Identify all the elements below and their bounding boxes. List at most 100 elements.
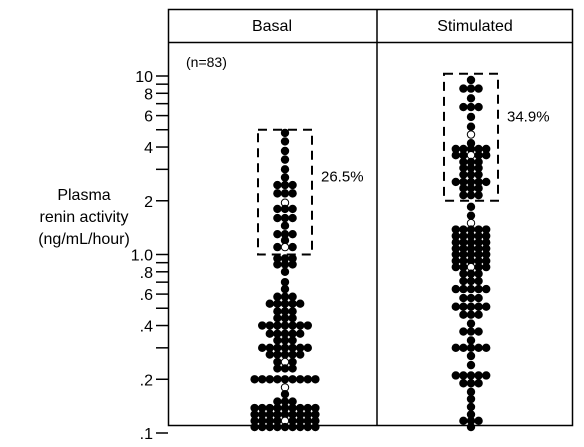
dot-1-31-0 <box>459 310 468 319</box>
dot-0-24-1 <box>265 321 274 330</box>
dot-1-27-2 <box>474 276 483 286</box>
data-dots <box>250 75 491 432</box>
dot-0-5-0 <box>280 173 290 182</box>
dot-0-38-8 <box>311 422 320 432</box>
dot-1-3-2 <box>474 102 483 112</box>
dot-0-21-1 <box>273 299 282 308</box>
dot-1-12-0 <box>459 170 468 179</box>
dot-0-38-3 <box>273 422 282 432</box>
dot-0-31-7 <box>303 375 312 384</box>
dot-1-16-0 <box>466 202 476 212</box>
dot-0-31-4 <box>280 375 290 384</box>
dot-0-24-6 <box>303 321 312 330</box>
dot-0-4-0 <box>280 165 290 174</box>
dot-1-27-0 <box>459 276 468 286</box>
dot-0-31-1 <box>258 375 267 384</box>
dot-0-24-0 <box>258 321 267 330</box>
y-tick-label-10: .1 <box>140 426 153 443</box>
dot-0-6-2 <box>288 180 297 190</box>
percentage-boxes: 26.5% 34.9% <box>257 72 550 256</box>
dot-1-35-0 <box>451 343 460 353</box>
dot-1-31-2 <box>474 310 483 319</box>
y-tick-label-3: 4 <box>144 140 153 157</box>
dot-1-25-0 <box>451 262 460 272</box>
dot-1-42-0 <box>466 402 476 412</box>
dot-1-36-0 <box>466 351 476 361</box>
dot-0-18-0 <box>280 277 290 287</box>
dot-1-12-2 <box>474 170 483 179</box>
dot-0-30-2 <box>288 364 297 373</box>
panel-title-basal: Basal <box>252 18 292 35</box>
dot-1-35-2 <box>466 343 476 353</box>
dot-0-24-4 <box>288 321 297 330</box>
dot-0-27-6 <box>303 343 312 353</box>
dot-0-16-0 <box>273 260 282 269</box>
y-tick-label-6: .8 <box>140 265 153 282</box>
dot-1-38-4 <box>482 371 491 380</box>
dot-1-44-0 <box>459 416 468 426</box>
dot-0-23-2 <box>288 313 297 323</box>
y-tick-label-8: .4 <box>140 319 153 336</box>
dot-0-20-2 <box>288 292 297 301</box>
dot-1-38-2 <box>466 371 476 380</box>
dot-0-26-1 <box>280 336 290 345</box>
dot-1-9-0 <box>451 151 460 160</box>
dot-1-33-1 <box>466 327 476 336</box>
dot-1-41-0 <box>466 394 476 404</box>
y-tick-label-4: 2 <box>144 194 153 211</box>
dot-1-15-2 <box>474 190 483 200</box>
dot-1-15-1 <box>466 190 476 200</box>
y-axis-title-line2: renin activity <box>40 209 129 226</box>
dot-0-28-4 <box>296 350 305 359</box>
dot-0-31-2 <box>265 375 274 384</box>
dot-1-28-4 <box>482 284 491 294</box>
dot-1-13-0 <box>451 177 460 187</box>
dot-0-16-2 <box>288 260 297 269</box>
dot-0-27-0 <box>258 343 267 353</box>
dot-0-6-1 <box>280 180 290 190</box>
dot-0-38-6 <box>296 422 305 432</box>
dot-0-19-0 <box>280 284 290 294</box>
dot-0-38-2 <box>265 422 274 432</box>
dot-0-38-1 <box>258 422 267 432</box>
dot-0-28-0 <box>265 350 274 359</box>
dot-1-34-0 <box>466 336 476 345</box>
dot-1-14-2 <box>474 184 483 193</box>
dot-0-28-2 <box>280 350 290 359</box>
dot-1-4-0 <box>466 112 476 122</box>
dot-0-38-0 <box>250 422 259 432</box>
dot-1-38-0 <box>451 371 460 380</box>
dot-1-33-2 <box>474 327 483 336</box>
dot-0-31-5 <box>288 375 297 384</box>
dot-0-26-0 <box>273 336 282 345</box>
dot-1-12-1 <box>466 170 476 179</box>
dot-1-28-2 <box>466 284 476 294</box>
sample-size-label: (n=83) <box>186 54 227 70</box>
dot-0-24-3 <box>280 321 290 330</box>
dot-0-38-7 <box>303 422 312 432</box>
dot-0-21-2 <box>280 299 290 308</box>
dot-1-40-0 <box>466 387 476 397</box>
dot-0-21-4 <box>296 299 305 308</box>
dot-1-30-4 <box>482 302 491 311</box>
dot-1-13-4 <box>482 177 491 187</box>
y-tick-label-9: .2 <box>140 372 153 389</box>
dot-1-30-0 <box>451 302 460 311</box>
dot-0-28-1 <box>273 350 282 359</box>
dot-0-24-2 <box>273 321 282 330</box>
dot-1-25-4 <box>482 262 491 272</box>
dot-0-11-0 <box>280 221 290 230</box>
dot-0-14-0 <box>273 242 282 252</box>
dot-1-28-1 <box>459 284 468 294</box>
dot-1-30-1 <box>459 302 468 311</box>
dot-0-23-1 <box>280 313 290 323</box>
panel-title-stimulated: Stimulated <box>437 18 513 35</box>
dot-1-2-0 <box>466 94 476 103</box>
dot-0-24-5 <box>296 321 305 330</box>
dot-0-31-0 <box>250 375 259 384</box>
dot-0-20-1 <box>280 292 290 301</box>
dot-1-32-0 <box>466 319 476 328</box>
dot-1-14-1 <box>466 184 476 193</box>
dot-0-31-8 <box>311 375 320 384</box>
